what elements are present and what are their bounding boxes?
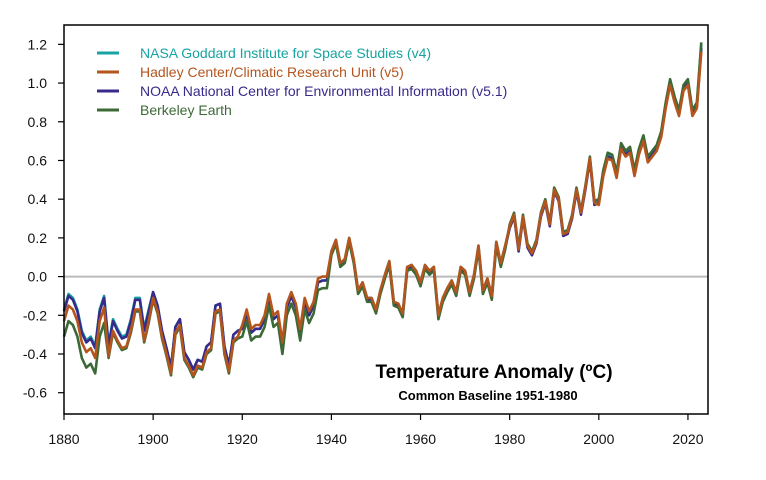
x-tick-label: 1980 <box>494 431 525 447</box>
legend-label: NOAA National Center for Environmental I… <box>140 83 507 99</box>
legend-label: Berkeley Earth <box>140 102 232 118</box>
y-tick-label: 1.2 <box>28 36 48 52</box>
y-tick-label: 0.8 <box>28 114 48 130</box>
legend: NASA Goddard Institute for Space Studies… <box>97 45 507 118</box>
x-tick-label: 1940 <box>316 431 347 447</box>
y-tick-label: 0.2 <box>28 230 48 246</box>
y-tick-label: -0.4 <box>23 346 47 362</box>
x-tick-label: 1900 <box>138 431 169 447</box>
y-tick-label: 0.6 <box>28 152 48 168</box>
plot-frame <box>63 24 709 415</box>
y-tick-label: -0.2 <box>23 307 47 323</box>
legend-label: Hadley Center/Climatic Research Unit (v5… <box>140 64 404 80</box>
y-tick-label: 0.0 <box>28 269 48 285</box>
chart-title: Temperature Anomaly (ºC) <box>375 362 612 383</box>
x-tick-label: 1960 <box>405 431 436 447</box>
x-tick-label: 1920 <box>227 431 258 447</box>
y-tick-label: -0.6 <box>23 385 47 401</box>
x-tick-label: 2000 <box>583 431 614 447</box>
legend-label: NASA Goddard Institute for Space Studies… <box>140 45 431 61</box>
y-tick-label: 0.4 <box>28 191 48 207</box>
y-tick-label: 1.0 <box>28 75 48 91</box>
chart-subtitle: Common Baseline 1951-1980 <box>398 388 577 403</box>
x-tick-label: 2020 <box>672 431 703 447</box>
x-tick-label: 1880 <box>48 431 79 447</box>
series-line-1 <box>62 51 703 377</box>
